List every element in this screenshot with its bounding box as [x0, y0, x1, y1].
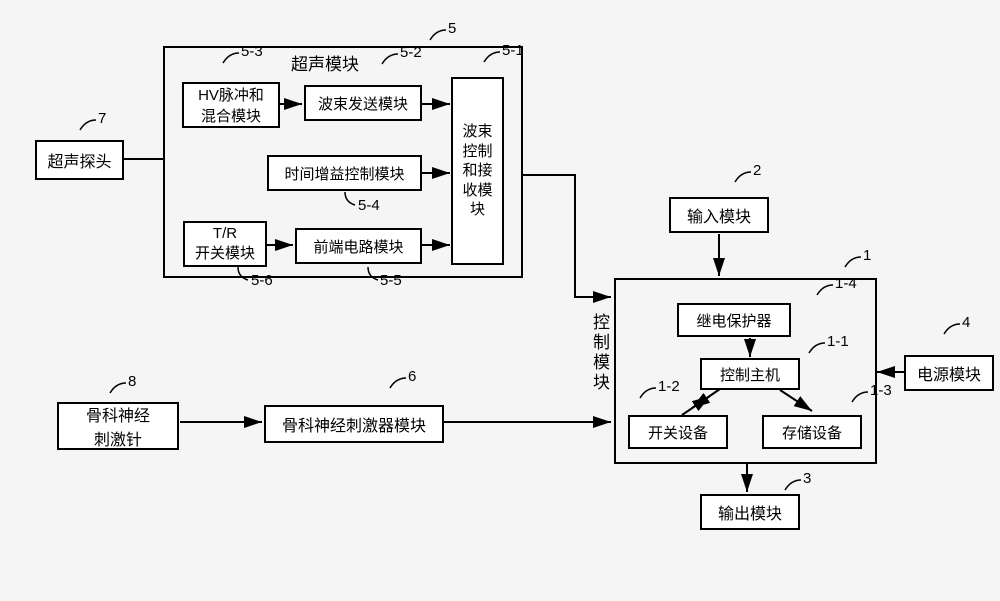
container-title: 控制模块 [587, 313, 612, 393]
ref-label: 1 [863, 247, 871, 264]
ref-label: 4 [962, 314, 970, 331]
node-ortho-nerve-needle: 骨科神经 刺激针 [57, 402, 179, 450]
node-frontend-circuit: 前端电路模块 [295, 228, 422, 264]
node-ultrasound-probe: 超声探头 [35, 140, 124, 180]
ref-label: 5 [448, 20, 456, 37]
ref-label: 5-3 [241, 43, 263, 60]
node-label: 骨科神经刺激器模块 [282, 412, 426, 436]
ref-label: 5-1 [502, 42, 524, 59]
ref-label: 3 [803, 470, 811, 487]
ref-label: 2 [753, 162, 761, 179]
ref-label: 5-4 [358, 197, 380, 214]
ref-label: 5-2 [400, 44, 422, 61]
node-label: 前端电路模块 [313, 236, 403, 257]
ref-label: 1-1 [827, 333, 849, 350]
node-hv-pulse-mix: HV脉冲和 混合模块 [182, 82, 280, 128]
node-label: 输入模块 [687, 203, 751, 227]
ref-label: 5-6 [251, 272, 273, 289]
node-label: 存储设备 [782, 422, 842, 443]
node-label: 控制主机 [720, 364, 780, 385]
node-storage-device: 存储设备 [762, 415, 862, 449]
node-label: 超声探头 [47, 148, 111, 172]
node-beam-control-recv: 波束 控制 和接 收模 块 [451, 77, 504, 265]
block-diagram: 超声探头 7 骨科神经 刺激针 8 骨科神经刺激器模块 6 超声模块 5 HV脉… [20, 20, 980, 580]
node-relay-protector: 继电保护器 [677, 303, 791, 337]
ref-label: 5-5 [380, 272, 402, 289]
ref-label: 8 [128, 373, 136, 390]
line: 收模 [462, 181, 492, 201]
line: 和接 [462, 161, 492, 181]
node-label: 开关设备 [648, 422, 708, 443]
node-input-module: 输入模块 [669, 197, 769, 233]
node-label: 时间增益控制模块 [284, 163, 404, 184]
line: 波束 [462, 122, 492, 142]
ref-label: 1-4 [835, 275, 857, 292]
node-label: T/R 开关模块 [195, 225, 255, 263]
node-switch-device: 开关设备 [628, 415, 728, 449]
node-control-host: 控制主机 [700, 358, 800, 390]
node-tr-switch: T/R 开关模块 [183, 221, 267, 267]
ref-label: 7 [98, 110, 106, 127]
container-title: 超声模块 [291, 50, 359, 75]
node-label: 骨科神经 刺激针 [86, 402, 150, 450]
line: 块 [470, 200, 485, 220]
line: 控制 [462, 142, 492, 162]
node-label: 继电保护器 [696, 310, 771, 331]
ref-label: 1-3 [870, 382, 892, 399]
ref-label: 1-2 [658, 378, 680, 395]
node-label: 波束发送模块 [318, 93, 408, 114]
node-label: 输出模块 [718, 500, 782, 524]
node-ortho-nerve-stim-module: 骨科神经刺激器模块 [264, 405, 444, 443]
ref-label: 6 [408, 368, 416, 385]
node-time-gain-ctrl: 时间增益控制模块 [267, 155, 422, 191]
node-label: 电源模块 [917, 361, 981, 385]
node-label: HV脉冲和 混合模块 [198, 84, 264, 126]
node-power-module: 电源模块 [904, 355, 994, 391]
node-beam-send: 波束发送模块 [304, 85, 422, 121]
node-output-module: 输出模块 [700, 494, 800, 530]
